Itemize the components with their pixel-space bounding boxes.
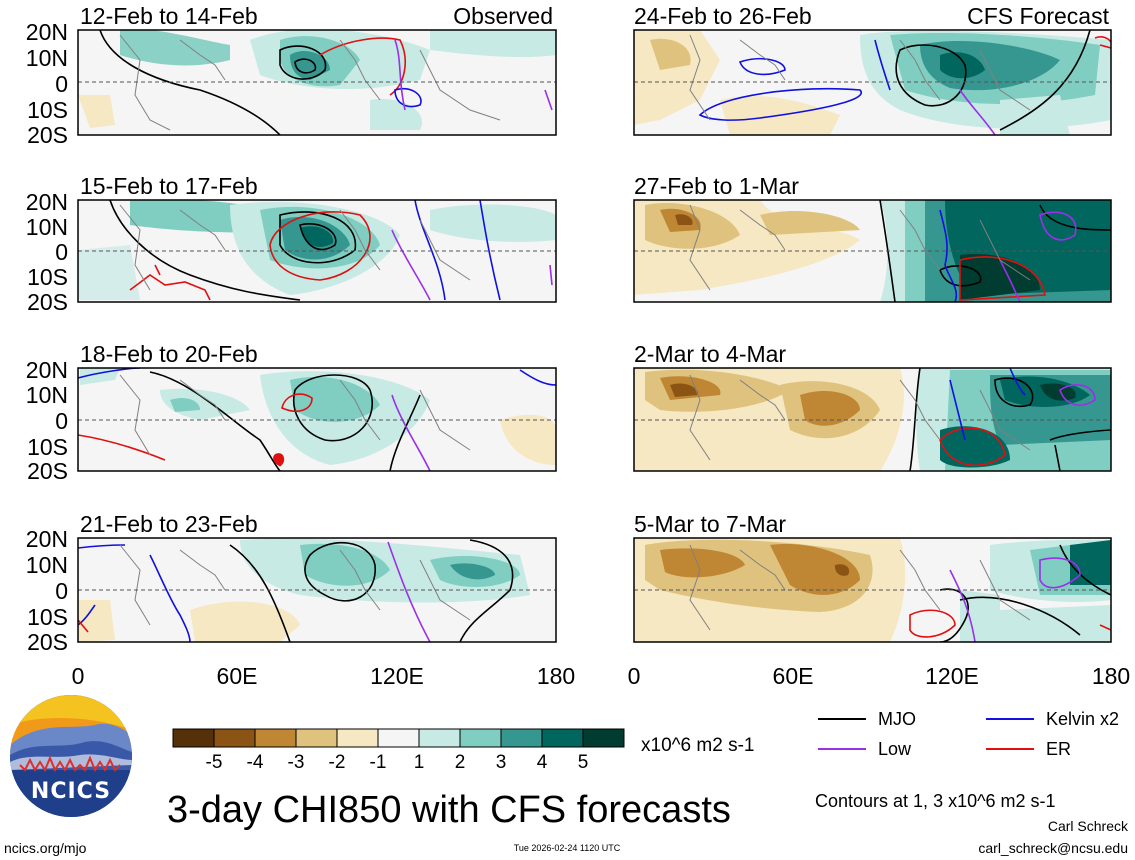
svg-text:0: 0 (55, 239, 68, 265)
panel-tag-cfs-forecast: CFS Forecast (967, 3, 1109, 29)
footer-url: ncics.org/mjo (4, 840, 87, 856)
svg-text:20N: 20N (26, 189, 68, 215)
colorbar-tick: 3 (496, 752, 507, 773)
panel-date-label: 27-Feb to 1-Mar (634, 173, 799, 199)
svg-text:20N: 20N (26, 526, 68, 552)
colorbar-swatch (377, 728, 420, 748)
colorbar-tick: -3 (288, 752, 305, 773)
svg-text:0: 0 (55, 408, 68, 434)
longitude-labels-left: 0 60E 120E 180 (72, 663, 576, 689)
colorbar-swatch (500, 728, 543, 748)
colorbar-swatch (213, 728, 256, 748)
colorbar-swatch (295, 728, 338, 748)
footer-timestamp: Tue 2026-02-24 1120 UTC (514, 843, 621, 853)
colorbar-swatch (254, 728, 297, 748)
panel-date-label: 18-Feb to 20-Feb (80, 341, 258, 367)
svg-text:0: 0 (628, 663, 641, 689)
map-panel-6: 27-Feb to 1-Mar (633, 173, 1112, 303)
map-panel-7: 2-Mar to 4-Mar (633, 341, 1112, 472)
latitude-labels: 20N 10N 0 10S 20S (26, 357, 68, 484)
svg-text:MJO: MJO (878, 709, 916, 729)
svg-text:10N: 10N (26, 552, 68, 578)
svg-text:10N: 10N (26, 214, 68, 240)
colorbar-swatch (582, 728, 625, 748)
colorbar-tick: -2 (329, 752, 346, 773)
svg-text:120E: 120E (370, 663, 424, 689)
svg-text:20S: 20S (27, 458, 68, 484)
svg-text:10N: 10N (26, 382, 68, 408)
svg-text:0: 0 (72, 663, 85, 689)
svg-text:20S: 20S (27, 122, 68, 148)
panel-date-label: 2-Mar to 4-Mar (634, 341, 786, 367)
legend-item-er: ER (986, 739, 1071, 759)
colorbar-tick: -1 (370, 752, 387, 773)
panel-date-label: 5-Mar to 7-Mar (634, 511, 786, 537)
colorbar-tick: 1 (414, 752, 425, 773)
svg-text:20S: 20S (27, 629, 68, 655)
ncics-logo: NCICS (10, 695, 132, 817)
latitude-labels: 20N 10N 0 10S 20S (26, 526, 68, 655)
svg-text:Low: Low (878, 739, 912, 759)
map-panel-3: 18-Feb to 20-Feb 20N 10N 0 10S 20S (26, 341, 557, 484)
svg-text:10S: 10S (27, 97, 68, 123)
svg-text:ER: ER (1046, 739, 1071, 759)
legend-item-mjo: MJO (818, 709, 916, 729)
map-panel-8: 5-Mar to 7-Mar (633, 511, 1112, 643)
svg-text:60E: 60E (773, 663, 814, 689)
colorbar-swatch (459, 728, 502, 748)
footer-author: Carl Schreck (1048, 818, 1129, 834)
map-panel-5: 24-Feb to 26-Feb CFS Forecast (633, 3, 1112, 136)
svg-text:120E: 120E (925, 663, 979, 689)
colorbar-swatch (541, 728, 584, 748)
panel-date-label: 15-Feb to 17-Feb (80, 173, 258, 199)
colorbar-tick: -4 (247, 752, 264, 773)
colorbar-swatch (172, 728, 215, 748)
svg-text:0: 0 (55, 578, 68, 604)
svg-text:20N: 20N (26, 357, 68, 383)
logo-text: NCICS (31, 779, 111, 804)
colorbar-units: x10^6 m2 s-1 (641, 735, 754, 756)
svg-text:Kelvin x2: Kelvin x2 (1046, 709, 1119, 729)
contour-note: Contours at 1, 3 x10^6 m2 s-1 (815, 791, 1056, 811)
colorbar-tick: 5 (578, 752, 589, 773)
colorbar-swatches (172, 728, 625, 748)
map-panel-1: 12-Feb to 14-Feb Observed 20N 10N 0 1 (26, 3, 557, 148)
figure-title: 3-day CHI850 with CFS forecasts (167, 789, 731, 831)
colorbar-tick: -5 (206, 752, 223, 773)
latitude-labels: 20N 10N 0 10S 20S (26, 189, 68, 315)
svg-text:180: 180 (537, 663, 575, 689)
panel-date-label: 21-Feb to 23-Feb (80, 511, 258, 537)
svg-text:0: 0 (55, 71, 68, 97)
panel-tag-observed: Observed (453, 3, 553, 29)
map-panel-2: 15-Feb to 17-Feb 20N 10N 0 10S 20S (26, 173, 557, 315)
colorbar-tick-labels: -5 -4 -3 -2 -1 1 2 3 4 5 (206, 752, 589, 773)
footer-email: carl_schreck@ncsu.edu (978, 840, 1128, 856)
svg-text:20S: 20S (27, 289, 68, 315)
panel-date-label: 12-Feb to 14-Feb (80, 3, 258, 29)
map-panel-4: 21-Feb to 23-Feb 20N 10N 0 10S 20S (26, 511, 557, 655)
svg-text:10S: 10S (27, 434, 68, 460)
longitude-labels-right: 0 60E 120E 180 (628, 663, 1131, 689)
colorbar-swatch (336, 728, 379, 748)
svg-text:10S: 10S (27, 604, 68, 630)
svg-text:60E: 60E (217, 663, 258, 689)
colorbar: -5 -4 -3 -2 -1 1 2 3 4 5 x10^6 m2 s-1 (172, 728, 754, 773)
svg-text:180: 180 (1092, 663, 1130, 689)
svg-text:10S: 10S (27, 264, 68, 290)
colorbar-swatch (418, 728, 461, 748)
contour-legend: MJO Kelvin x2 Low ER Contours at 1, 3 x1… (815, 709, 1119, 811)
svg-text:10N: 10N (26, 45, 68, 71)
colorbar-tick: 2 (455, 752, 466, 773)
latitude-labels: 20N 10N 0 10S 20S (26, 19, 68, 148)
colorbar-tick: 4 (537, 752, 548, 773)
panel-date-label: 24-Feb to 26-Feb (634, 3, 812, 29)
legend-item-low: Low (818, 739, 912, 759)
legend-item-kelvin: Kelvin x2 (986, 709, 1119, 729)
svg-text:20N: 20N (26, 19, 68, 45)
